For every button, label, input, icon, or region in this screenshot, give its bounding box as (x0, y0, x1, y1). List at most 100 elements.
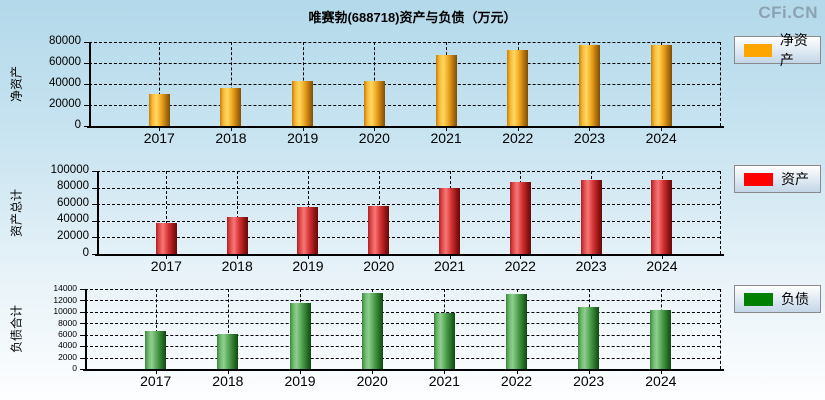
x-axis-label-2019: 2019 (284, 373, 316, 389)
x-axis-label-2018: 2018 (221, 258, 253, 274)
gridline-horizontal (85, 346, 720, 348)
y-tick-label: 20000 (49, 97, 81, 110)
x-axis-label-2020: 2020 (358, 130, 390, 146)
bar-2019 (297, 207, 319, 254)
gridline-horizontal (89, 63, 720, 64)
x-tick-mark (661, 256, 663, 259)
cfi-watermark: CFi.CN (758, 3, 818, 22)
gridline-horizontal (89, 105, 720, 106)
y-axis-title: 资产总计 (9, 188, 24, 237)
gridline-vertical (159, 42, 161, 126)
x-axis-line (83, 369, 724, 371)
gridline-vertical (720, 171, 721, 254)
y-tick-label: 4000 (58, 340, 77, 351)
x-tick-mark (166, 256, 168, 259)
x-axis-label-2021: 2021 (428, 373, 460, 389)
y-tick-mark (84, 63, 89, 64)
x-axis-label-2020: 2020 (363, 258, 395, 274)
x-tick-mark (661, 128, 663, 131)
y-tick-mark (92, 171, 97, 172)
bar-2021 (439, 187, 461, 254)
bar-2020 (363, 80, 385, 126)
x-tick-mark (300, 371, 302, 374)
y-tick-mark (92, 187, 97, 189)
y-tick-label: 40000 (49, 76, 81, 89)
x-tick-mark (378, 256, 380, 259)
x-tick-mark (444, 371, 446, 374)
y-tick-label: 40000 (57, 213, 89, 226)
y-tick-mark (80, 357, 85, 359)
bar-2022 (507, 50, 529, 126)
y-tick-mark (80, 300, 85, 302)
y-tick-label: 0 (74, 118, 81, 131)
x-axis-label-2024: 2024 (645, 373, 677, 389)
y-tick-mark (92, 237, 97, 239)
gridline-horizontal (85, 311, 720, 313)
y-tick-label: 14000 (53, 283, 77, 294)
x-tick-mark (516, 371, 518, 374)
bar-2024 (650, 310, 672, 369)
bar-2021 (435, 54, 457, 126)
x-tick-mark (237, 256, 239, 259)
legend-swatch (744, 43, 772, 57)
x-axis-label-2022: 2022 (504, 258, 536, 274)
y-axis-line (85, 289, 87, 370)
gridline-horizontal (97, 171, 720, 172)
y-tick-label: 60000 (49, 55, 81, 68)
gridline-vertical (227, 289, 229, 369)
x-axis-label-2019: 2019 (292, 258, 324, 274)
y-tick-mark (84, 126, 89, 127)
x-axis-label-2021: 2021 (430, 130, 462, 146)
page-title: 唯赛勃(688718)资产与负债（万元） (308, 10, 517, 25)
bar-2018 (220, 87, 242, 126)
legend-label: 净资产 (779, 32, 808, 68)
y-tick-mark (80, 346, 85, 348)
bar-2017 (145, 331, 167, 369)
x-axis-label-2024: 2024 (645, 130, 677, 146)
x-axis-label-2024: 2024 (646, 258, 678, 274)
y-axis-line (97, 171, 99, 255)
bar-2023 (578, 306, 600, 369)
x-axis-label-2017: 2017 (150, 258, 182, 274)
x-tick-mark (230, 128, 232, 131)
y-tick-label: 60000 (57, 196, 89, 209)
y-tick-label: 12000 (53, 294, 77, 305)
y-tick-label: 8000 (58, 317, 77, 328)
y-tick-mark (80, 369, 85, 370)
x-tick-mark (517, 128, 519, 131)
y-tick-mark (92, 220, 97, 222)
bar-2020 (368, 206, 390, 254)
x-tick-mark (155, 371, 157, 374)
gridline-horizontal (89, 84, 720, 85)
x-tick-mark (227, 371, 229, 374)
total-liabilities-chart: 负债合计 0 2000 4000 6000 8000 10000 12000 14000 2017… (0, 278, 825, 394)
x-axis-line (95, 254, 724, 256)
y-tick-mark (84, 42, 89, 43)
y-tick-label: 10000 (53, 306, 77, 317)
bar-2023 (580, 180, 602, 254)
gridline-vertical (237, 171, 239, 254)
net-assets-chart: 净资产 0 20000 40000 60000 80000 2017 2018 2019 2020… (0, 30, 825, 158)
x-axis-label-2023: 2023 (575, 258, 607, 274)
bar-2023 (578, 44, 600, 126)
bar-2021 (433, 313, 455, 369)
x-tick-mark (374, 128, 376, 131)
x-tick-mark (660, 371, 662, 374)
bar-2022 (506, 294, 527, 369)
x-axis-label-2022: 2022 (500, 373, 533, 389)
y-tick-label: 100000 (50, 163, 89, 176)
y-tick-mark (80, 289, 85, 290)
x-tick-mark (302, 128, 304, 131)
x-tick-mark (520, 256, 522, 259)
x-tick-mark (449, 256, 451, 259)
bar-2019 (289, 303, 311, 369)
bar-2022 (509, 181, 531, 254)
total-assets-chart: 资产总计 0 20000 40000 60000 80000 100000 2017 2018 2… (0, 160, 825, 274)
gridline-horizontal (97, 187, 720, 189)
gridline-horizontal (85, 289, 720, 290)
legend-swatch (744, 172, 773, 186)
x-tick-mark (307, 256, 309, 259)
x-axis-label-2022: 2022 (502, 130, 534, 146)
gridline-horizontal (85, 300, 720, 302)
x-axis-label-2021: 2021 (433, 258, 466, 274)
